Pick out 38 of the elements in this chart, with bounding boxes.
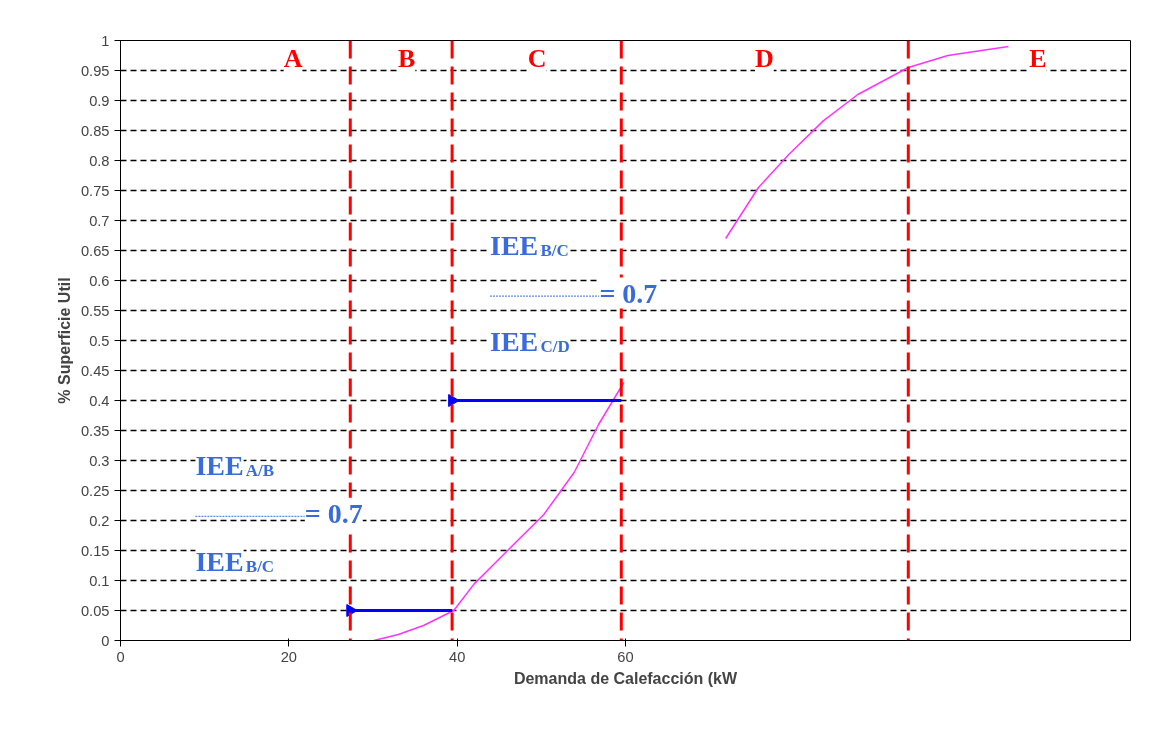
annotation: = 0.7: [599, 277, 658, 309]
annotation: D: [754, 44, 774, 73]
y-tick-label: 0.7: [89, 212, 110, 229]
x-tick-label: 0: [116, 648, 125, 665]
y-tick-label: 0.6: [89, 272, 110, 289]
y-tick-label: 0.15: [80, 542, 110, 559]
y-tick-label: 0.35: [80, 422, 110, 439]
annotation: IEEA/B: [195, 449, 275, 481]
x-tick-label: 60: [617, 648, 634, 665]
x-tick-label: 40: [449, 648, 466, 665]
annotation: IEEC/D: [489, 325, 570, 357]
y-tick-label: 0.95: [80, 62, 110, 79]
y-tick-label: 0: [101, 632, 110, 649]
y-tick-label: 0.2: [89, 512, 110, 529]
annotation: A: [283, 44, 303, 73]
y-tick-label: 1: [101, 32, 110, 49]
y-tick-label: 0.45: [80, 362, 110, 379]
y-axis-title: % Superficie Util: [55, 277, 73, 404]
annotation: C: [527, 44, 547, 73]
y-tick-label: 0.75: [80, 182, 110, 199]
y-tick-label: 0.05: [80, 602, 110, 619]
annotation: IEEB/C: [195, 545, 275, 577]
y-tick-label: 0.85: [80, 122, 110, 139]
y-tick-label: 0.8: [89, 152, 110, 169]
y-tick-label: 0.4: [89, 392, 110, 409]
y-tick-label: 0.1: [89, 572, 110, 589]
y-tick-label: 0.65: [80, 242, 110, 259]
annotation: IEEB/C: [489, 229, 569, 261]
y-tick-label: 0.5: [89, 332, 110, 349]
y-tick-label: 0.3: [89, 452, 110, 469]
x-tick-label: 20: [280, 648, 297, 665]
y-tick-label: 0.25: [80, 482, 110, 499]
annotation: B: [398, 44, 416, 73]
y-tick-label: 0.9: [89, 92, 110, 109]
y-tick-label: 0.55: [80, 302, 110, 319]
annotation: = 0.7: [304, 497, 363, 529]
annotation: E: [1029, 44, 1047, 73]
x-axis-title: Demanda de Calefacción (kW: [513, 669, 738, 687]
